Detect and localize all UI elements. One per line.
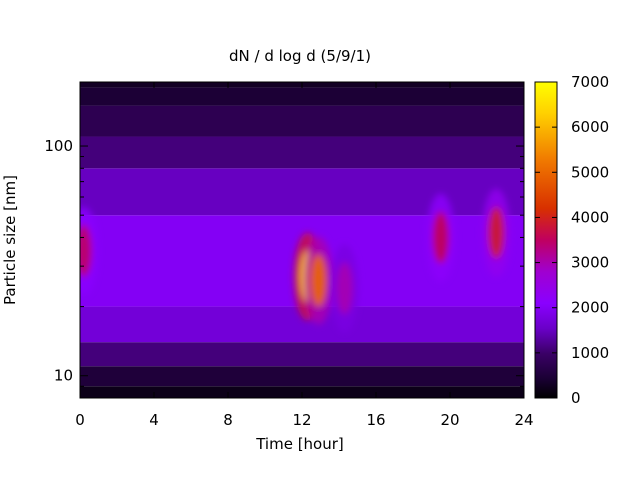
colorbar-tick-label: 2000 — [571, 299, 609, 317]
x-axis-label: Time [hour] — [255, 435, 344, 453]
colorbar: 0 1000 2000 3000 4000 5000 6000 7000 — [534, 73, 609, 407]
colorbar-ticks: 0 1000 2000 3000 4000 5000 6000 7000 — [535, 73, 609, 407]
heatmap-band-1 — [80, 366, 524, 387]
heatmap-feature-core-0 — [80, 224, 92, 277]
chart-title: dN / d log d (5/9/1) — [229, 47, 371, 65]
x-tick-label: 16 — [366, 411, 385, 429]
x-tick-label: 4 — [149, 411, 159, 429]
colorbar-tick-label: 0 — [571, 389, 581, 407]
x-tick-label: 24 — [514, 411, 533, 429]
heatmap-feature-core-4 — [432, 211, 449, 264]
colorbar-tick-label: 6000 — [571, 118, 609, 136]
x-axis: 0 4 8 12 16 20 24 — [75, 82, 534, 429]
y-axis-label: Particle size [nm] — [1, 175, 19, 305]
heatmap-feature-core-3 — [336, 262, 353, 315]
colorbar-gradient — [534, 81, 558, 399]
heatmap — [80, 82, 524, 398]
x-tick-label: 12 — [292, 411, 311, 429]
heatmap-feature-core-5 — [488, 206, 505, 259]
heatmap-band-5 — [80, 168, 524, 216]
x-tick-label: 20 — [440, 411, 459, 429]
colorbar-tick-label: 5000 — [571, 163, 609, 181]
colorbar-tick-label: 4000 — [571, 208, 609, 226]
x-tick-label: 8 — [223, 411, 233, 429]
y-tick-label: 100 — [44, 137, 73, 155]
heatmap-band-6 — [80, 136, 524, 169]
heatmap-band-7 — [80, 105, 524, 137]
x-tick-label: 0 — [75, 411, 85, 429]
y-tick-label: 10 — [54, 367, 73, 385]
colorbar-tick-label: 7000 — [571, 73, 609, 91]
heatmap-feature-core-2 — [310, 254, 327, 307]
y-axis: 10 100 — [44, 137, 524, 399]
heatmap-band-8 — [80, 87, 524, 106]
colorbar-tick-label: 3000 — [571, 254, 609, 272]
colorbar-tick-label: 1000 — [571, 344, 609, 362]
heatmap-band-2 — [80, 342, 524, 367]
